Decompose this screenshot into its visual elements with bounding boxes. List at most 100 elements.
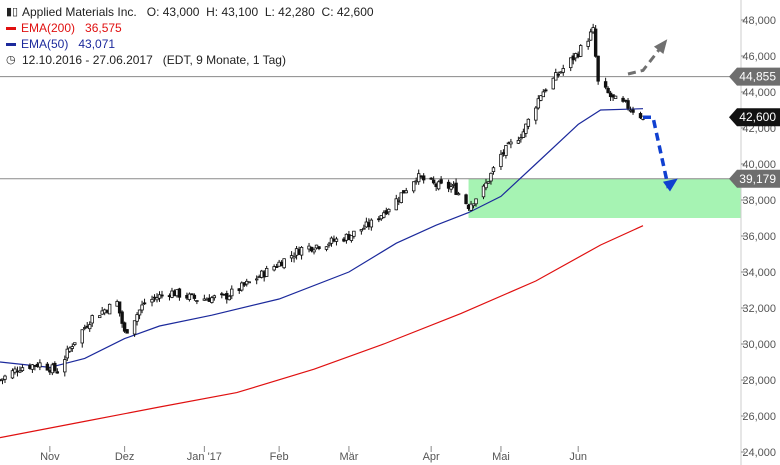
ema-line — [0, 108, 644, 369]
candle-body — [593, 28, 598, 57]
candle-body — [63, 359, 67, 373]
candle-body — [603, 81, 608, 88]
legend-ema50-label: EMA(50) — [21, 37, 69, 51]
candle-body — [53, 362, 57, 371]
candle-body — [561, 68, 565, 73]
candle-body — [240, 282, 244, 291]
candle-body — [586, 40, 590, 47]
y-tick-label: 30,000 — [742, 339, 776, 351]
legend-title: Applied Materials Inc. — [22, 5, 137, 19]
candle-body — [524, 123, 528, 134]
candle-body — [596, 55, 600, 82]
candle-body — [399, 192, 403, 203]
candle-body — [521, 131, 526, 138]
candle-body — [68, 347, 72, 352]
candle-body — [299, 247, 304, 256]
candle-body — [73, 342, 77, 345]
legend-title-row: ▮▯ Applied Materials Inc. O: 43,000 H: 4… — [6, 4, 374, 20]
candle-body — [117, 301, 122, 314]
y-tick-label: 34,000 — [742, 267, 776, 279]
candle-body — [439, 179, 443, 184]
candle-body — [120, 311, 124, 324]
candle-body — [551, 77, 555, 90]
candle-body — [606, 87, 610, 94]
candle-body — [190, 293, 194, 296]
candle-body — [539, 95, 543, 101]
candle-body — [499, 153, 503, 168]
candle-body — [160, 294, 164, 297]
candle-body — [554, 72, 558, 81]
x-tick-label: Mai — [492, 451, 510, 463]
candle-body — [177, 288, 182, 298]
candle-body — [38, 362, 42, 368]
candle-body — [454, 182, 458, 195]
candlestick-icon: ▮▯ — [6, 6, 19, 18]
projection-arrow-up-head — [653, 39, 668, 54]
legend-range: 12.10.2016 - 27.06.2017 — [22, 53, 153, 67]
candle-body — [429, 177, 433, 180]
candle-body — [362, 227, 366, 230]
candle-body — [70, 346, 74, 349]
candle-body — [292, 255, 296, 259]
legend-ema200-value: 36,575 — [85, 21, 122, 35]
candle-body — [471, 203, 476, 207]
y-tick-label: 26,000 — [742, 411, 776, 423]
candle-body — [107, 303, 112, 315]
candle-body — [247, 281, 251, 284]
candle-body — [588, 31, 593, 41]
candle-body — [626, 100, 630, 109]
x-tick-label: Jan '17 — [187, 451, 222, 463]
candle-body — [416, 173, 421, 183]
candle-body — [464, 194, 468, 205]
candle-body — [436, 181, 441, 190]
legend-ema50-row: EMA(50) 43,071 — [6, 36, 374, 52]
candle-body — [88, 324, 92, 330]
candle-body — [20, 367, 25, 371]
y-tick-label: 40,000 — [742, 159, 776, 171]
candle-body — [272, 266, 276, 271]
y-tick-label: 44,000 — [742, 87, 776, 99]
candle-body — [80, 329, 84, 344]
candle-body — [327, 243, 331, 246]
last-price-tag-label: 42,600 — [739, 110, 776, 124]
candle-body — [10, 370, 15, 379]
support-tag-bg — [729, 169, 780, 188]
y-tick-label: 28,000 — [742, 375, 776, 387]
candle-body — [578, 45, 583, 57]
candle-body — [55, 371, 60, 374]
candle-body — [142, 302, 147, 305]
candle-body — [155, 297, 159, 301]
y-tick-label: 46,000 — [742, 51, 776, 63]
candle-body — [449, 186, 453, 190]
candle-body — [137, 309, 142, 316]
candle-body — [359, 229, 364, 232]
candle-body — [140, 304, 144, 311]
candle-body — [45, 363, 50, 371]
projection-arrow-up — [627, 40, 667, 76]
candle-body — [83, 327, 87, 329]
candle-body — [504, 145, 508, 156]
candle-body — [369, 219, 374, 228]
x-tick-label: Jun — [569, 451, 587, 463]
candle-body — [349, 235, 354, 241]
ema-line — [0, 225, 644, 439]
candle-body — [474, 198, 478, 205]
candle-body — [157, 294, 162, 299]
candle-body — [317, 246, 321, 249]
legend-ema200-label: EMA(200) — [21, 21, 76, 35]
candle-body — [544, 89, 548, 92]
candle-body — [90, 315, 94, 324]
candle-body — [621, 97, 625, 102]
candle-body — [536, 98, 541, 109]
candle-body — [132, 320, 137, 335]
candle-body — [638, 113, 643, 119]
candle-body — [195, 300, 199, 302]
candle-body — [484, 182, 488, 189]
candle-body — [122, 322, 127, 332]
y-tick-label: 38,000 — [742, 195, 776, 207]
legend-ohlc: O: 43,000 H: 43,100 L: 42,280 C: 42,600 — [146, 5, 374, 19]
last-price-tag-bg — [729, 108, 780, 127]
candle-body — [384, 210, 388, 215]
x-tick-label: Apr — [423, 451, 440, 463]
candle-body — [210, 297, 214, 303]
